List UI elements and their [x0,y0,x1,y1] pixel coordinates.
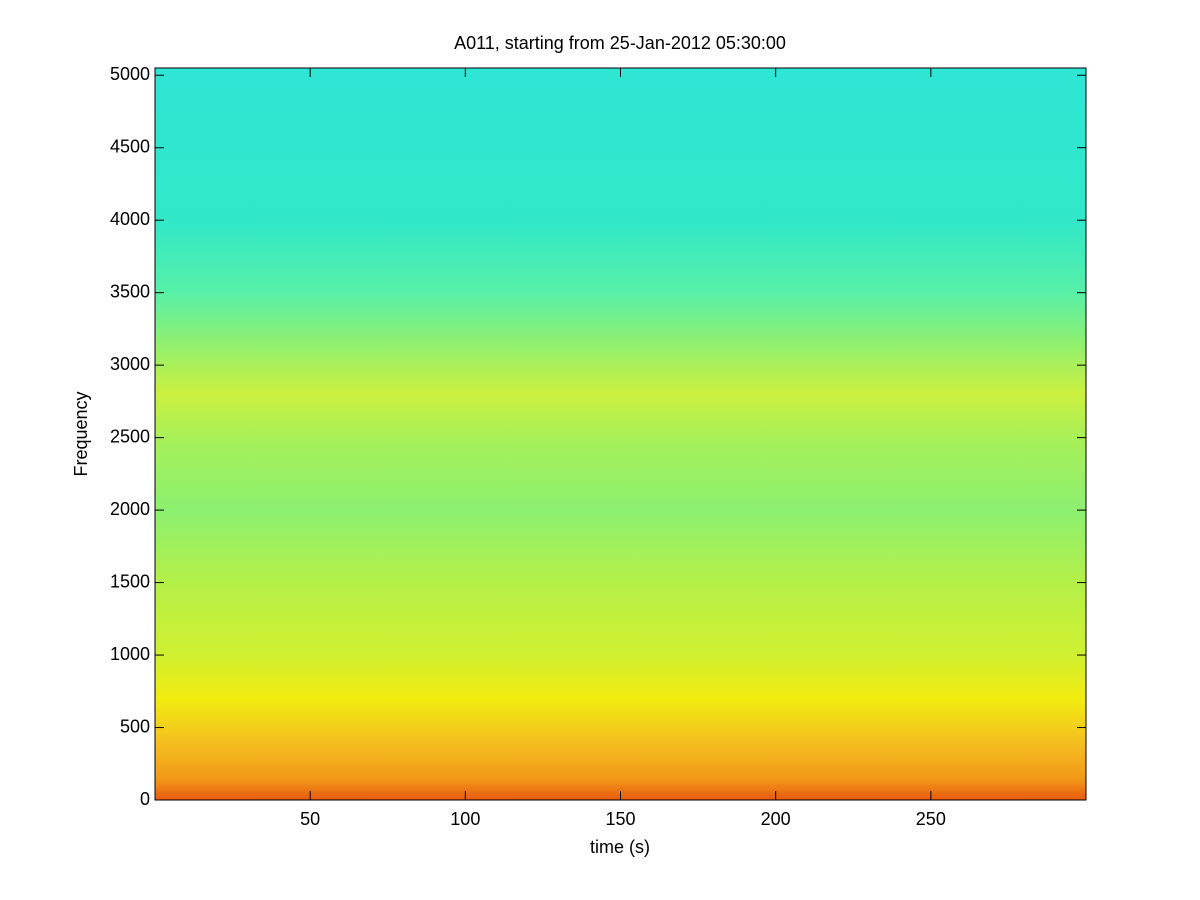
y-tick-label: 3000 [110,354,150,374]
y-tick-label: 3500 [110,281,150,301]
y-tick-label: 4500 [110,136,150,156]
y-tick-label: 1500 [110,571,150,591]
y-tick-label: 5000 [110,64,150,84]
y-axis-label: Frequency [71,391,91,476]
spectrogram-image [155,68,1086,800]
y-tick-label: 4000 [110,209,150,229]
x-tick-label: 250 [916,809,946,829]
y-tick-label: 2000 [110,499,150,519]
y-tick-label: 500 [120,716,150,736]
x-tick-label: 150 [605,809,635,829]
y-tick-label: 1000 [110,644,150,664]
chart-title: A011, starting from 25-Jan-2012 05:30:00 [454,33,786,53]
x-tick-label: 100 [450,809,480,829]
x-axis-label: time (s) [590,837,650,857]
x-tick-label: 200 [761,809,791,829]
y-tick-label: 0 [140,789,150,809]
y-tick-label: 2500 [110,426,150,446]
x-tick-label: 50 [300,809,320,829]
